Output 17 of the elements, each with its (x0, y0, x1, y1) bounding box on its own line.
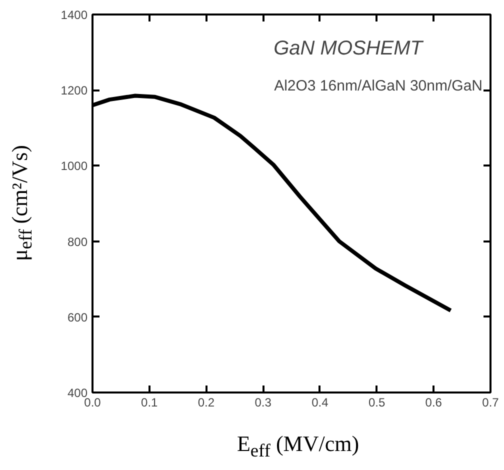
y-tick-label: 1000 (60, 159, 88, 174)
y-tick-label: 800 (67, 234, 88, 249)
y-tick-label: 1200 (60, 84, 88, 98)
y-tick-label: 600 (67, 310, 88, 324)
annotation: Al2O3 16nm/AlGaN 30nm/GaN (274, 78, 483, 94)
x-tick-label: 0.4 (312, 396, 329, 410)
x-tick-label: 0.2 (198, 396, 215, 410)
line-series (92, 94, 453, 312)
y-tick-label: 1400 (60, 8, 88, 22)
x-tick-label: 0.0 (84, 396, 102, 410)
x-tick-label: 0.7 (482, 396, 500, 410)
x-tick-label: 0.1 (141, 396, 158, 410)
x-tick-label: 0.6 (425, 396, 442, 410)
x-tick-label: 0.5 (368, 396, 386, 410)
x-axis-title: E$_{eff}$ (MV/cm) (236, 430, 360, 462)
annotation: GaN MOSHEMT (274, 38, 424, 60)
x-tick-label: 0.3 (254, 396, 272, 410)
